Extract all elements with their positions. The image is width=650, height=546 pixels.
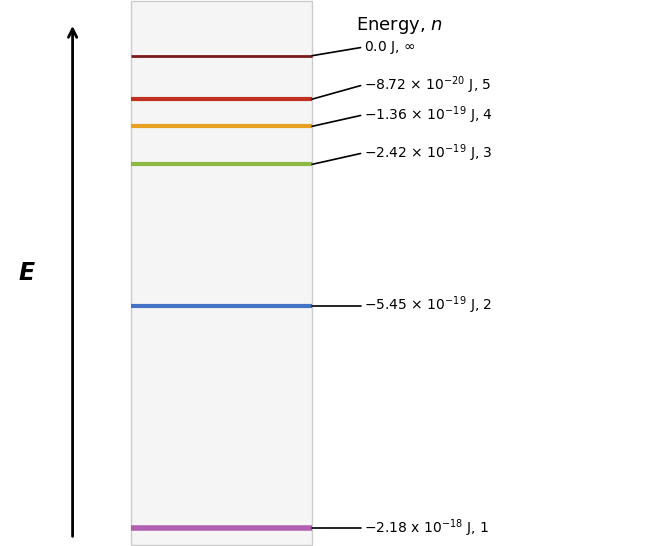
Text: $-$1.36 $\times$ 10$^{-19}$ J, 4: $-$1.36 $\times$ 10$^{-19}$ J, 4 <box>364 105 493 126</box>
Text: $-$2.42 $\times$ 10$^{-19}$ J, 3: $-$2.42 $\times$ 10$^{-19}$ J, 3 <box>364 143 493 164</box>
Text: $\boldsymbol{E}$: $\boldsymbol{E}$ <box>18 261 36 285</box>
FancyBboxPatch shape <box>131 2 312 544</box>
Text: $-$2.18 x 10$^{-18}$ J, 1: $-$2.18 x 10$^{-18}$ J, 1 <box>364 518 489 539</box>
Text: $-$5.45 $\times$ 10$^{-19}$ J, 2: $-$5.45 $\times$ 10$^{-19}$ J, 2 <box>364 295 492 316</box>
Text: 0.0 J, $\infty$: 0.0 J, $\infty$ <box>364 39 415 56</box>
Text: Energy, $n$: Energy, $n$ <box>356 15 443 36</box>
Text: $-$8.72 $\times$ 10$^{-20}$ J, 5: $-$8.72 $\times$ 10$^{-20}$ J, 5 <box>364 75 491 97</box>
